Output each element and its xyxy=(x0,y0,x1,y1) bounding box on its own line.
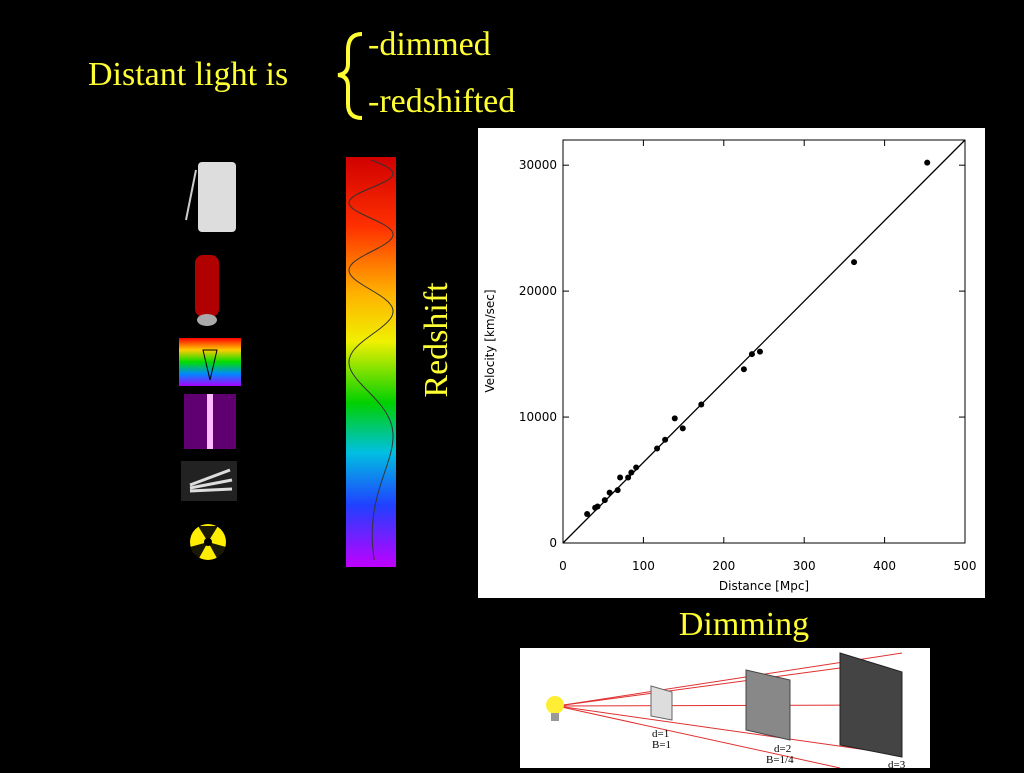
data-point xyxy=(740,366,747,373)
data-point xyxy=(679,425,686,432)
x-tick-label: 0 xyxy=(559,559,567,573)
dimming-figure: d=1 B=1 d=2 B=1/4 d=3 xyxy=(520,648,930,771)
data-point xyxy=(625,474,632,481)
data-point xyxy=(756,348,763,355)
data-point xyxy=(851,259,858,266)
data-point xyxy=(748,351,755,358)
brace xyxy=(337,32,363,120)
y-axis-label: Velocity [km/sec] xyxy=(483,289,497,392)
data-point xyxy=(594,503,601,510)
data-point xyxy=(606,489,613,496)
data-point xyxy=(698,401,705,408)
data-point xyxy=(614,487,621,494)
chart: Distance [Mpc] Velocity [km/sec] 0 100 200… xyxy=(483,139,977,593)
x-tick-label: 500 xyxy=(954,559,977,573)
data-point xyxy=(617,474,624,481)
x-tick-label: 100 xyxy=(632,559,655,573)
figure-label: d=3 xyxy=(888,759,906,768)
data-point xyxy=(584,511,591,518)
figure-label: B=1 xyxy=(652,739,671,751)
x-tick-label: 300 xyxy=(793,559,816,573)
list-item: -dimmed xyxy=(368,26,491,63)
x-tick-label: 200 xyxy=(712,559,735,573)
x-axis-label: Distance [Mpc] xyxy=(719,579,809,593)
data-point xyxy=(924,159,931,166)
data-point xyxy=(633,464,640,471)
data-point xyxy=(628,469,635,476)
y-tick-label: 10000 xyxy=(519,410,557,424)
chart-background xyxy=(478,128,985,598)
y-tick-label: 30000 xyxy=(519,158,557,172)
list-item: -redshifted xyxy=(368,83,515,120)
dimming-label: Dimming xyxy=(679,606,809,643)
data-point xyxy=(662,436,669,443)
data-point xyxy=(601,497,608,504)
y-tick-label: 20000 xyxy=(519,284,557,298)
figure-label: B=1/4 xyxy=(766,754,794,766)
plot-frame xyxy=(562,139,966,544)
icons xyxy=(179,162,241,560)
figure-label: d=2 xyxy=(774,743,791,755)
data-point xyxy=(654,445,661,452)
data-point xyxy=(671,415,678,422)
redshift-label: Redshift xyxy=(418,282,455,398)
wave xyxy=(348,159,394,561)
slide-title: Distant light is xyxy=(88,56,288,93)
y-tick-label: 0 xyxy=(549,536,557,550)
figure-label: d=1 xyxy=(652,728,669,740)
spectrum xyxy=(346,157,396,567)
x-tick-label: 400 xyxy=(873,559,896,573)
